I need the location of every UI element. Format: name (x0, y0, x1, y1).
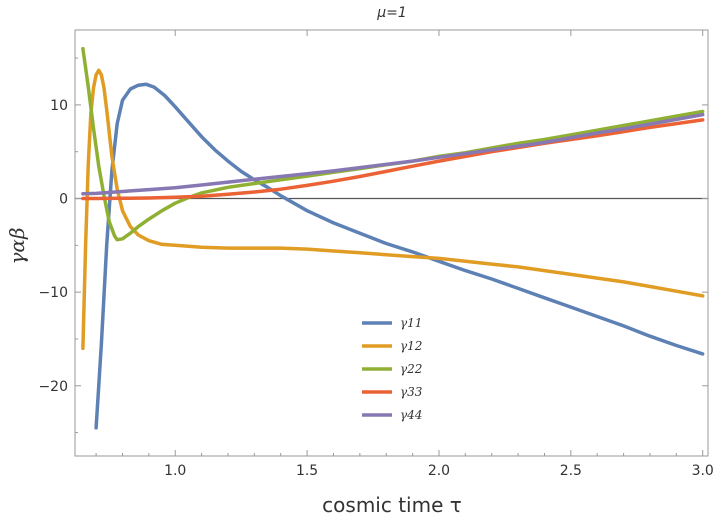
x-axis-label: cosmic time τ (322, 493, 462, 517)
plot-frame (74, 29, 709, 457)
x-tick-label: 1.5 (296, 463, 318, 479)
series-line-γ22 (81, 46, 705, 242)
series-line-γ12 (81, 68, 705, 351)
series-line-γ33 (81, 118, 705, 201)
y-tick-label: −10 (38, 285, 68, 301)
y-axis-label: γαβ (5, 227, 29, 264)
legend-label: γ44 (400, 408, 422, 422)
chart-title: μ=1 (376, 5, 407, 21)
x-tick-label: 2.0 (428, 463, 450, 479)
legend-label: γ11 (400, 316, 422, 330)
y-tick-label: 0 (59, 192, 68, 208)
x-tick-label: 3.0 (692, 463, 714, 479)
legend-label: γ33 (400, 385, 423, 399)
x-tick-label: 2.5 (560, 463, 582, 479)
x-tick-label: 1.0 (164, 463, 186, 479)
legend-label: γ22 (400, 362, 422, 376)
y-tick-label: 10 (50, 98, 68, 114)
series-line-γ44 (81, 112, 705, 196)
series-line-γ11 (94, 82, 705, 430)
y-tick-label: −20 (38, 379, 68, 395)
legend-label: γ12 (400, 339, 422, 353)
